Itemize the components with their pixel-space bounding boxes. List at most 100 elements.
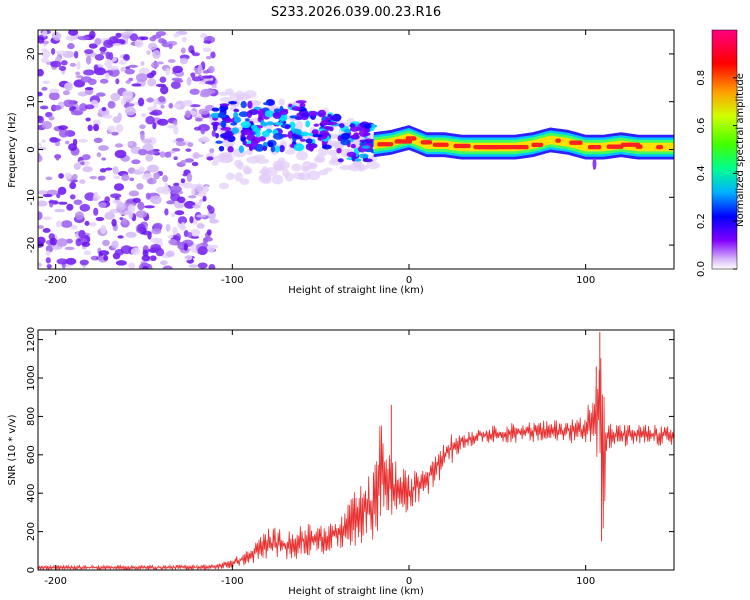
noise-blob <box>175 141 186 147</box>
transition-blob <box>273 108 280 113</box>
noise-blob <box>170 185 182 193</box>
transition-halo <box>366 161 380 170</box>
noise-blob <box>64 246 75 251</box>
transition-blob <box>240 121 251 129</box>
carrier-peak <box>656 144 664 150</box>
noise-blob <box>79 203 91 212</box>
transition-blob <box>308 132 314 136</box>
noise-blob <box>151 227 162 235</box>
noise-blob <box>38 142 42 147</box>
transition-blob <box>308 110 318 117</box>
noise-blob <box>45 250 51 256</box>
noise-blob <box>134 39 144 48</box>
transition-blob <box>257 108 265 117</box>
noise-blob <box>41 121 53 130</box>
noise-blob <box>140 61 145 66</box>
transition-blob <box>338 123 345 128</box>
transition-blob <box>261 130 270 138</box>
transition-blob <box>288 103 293 108</box>
transition-halo <box>224 88 234 95</box>
noise-blob <box>185 148 192 152</box>
colorbar-tick-label: 0.0 <box>696 261 707 277</box>
noise-blob <box>152 49 161 59</box>
noise-blob <box>142 249 149 257</box>
noise-blob <box>192 154 204 158</box>
transition-blob <box>358 153 369 159</box>
noise-blob <box>206 229 212 236</box>
noise-blob <box>85 117 91 122</box>
noise-blob <box>167 234 174 239</box>
colorbar-tick-label: 0.4 <box>696 165 707 181</box>
transition-blob <box>251 124 258 130</box>
noise-blob <box>191 161 199 167</box>
noise-blob <box>131 83 142 87</box>
noise-blob <box>38 68 44 77</box>
noise-blob <box>92 197 99 202</box>
noise-blob <box>76 61 81 70</box>
noise-blob <box>168 102 174 109</box>
colorbar-tick-label: 0.6 <box>696 118 707 134</box>
noise-blob <box>38 91 43 97</box>
noise-blob <box>191 76 202 82</box>
noise-blob <box>100 51 106 55</box>
noise-blob <box>192 204 201 209</box>
noise-blob <box>130 247 141 256</box>
transition-blob <box>248 108 259 116</box>
transition-blob <box>311 129 319 136</box>
noise-blob <box>201 75 213 79</box>
transition-blob <box>305 138 313 144</box>
noise-blob <box>146 177 157 185</box>
noise-blob <box>45 61 51 65</box>
noise-blob <box>121 218 128 225</box>
noise-blob <box>38 36 45 44</box>
transition-blob <box>272 111 282 120</box>
noise-blob <box>125 80 131 84</box>
figure-title: S233.2026.039.00.23.R16 <box>271 5 441 20</box>
noise-blob <box>56 258 68 265</box>
snr-frame <box>37 329 675 571</box>
noise-blob <box>190 72 196 78</box>
noise-blob <box>58 125 68 130</box>
noise-blob <box>146 72 155 79</box>
noise-blob <box>164 182 169 192</box>
transition-halo <box>306 170 321 181</box>
noise-blob <box>81 241 91 247</box>
transition-blob <box>301 112 310 118</box>
transition-blob <box>346 151 357 158</box>
noise-blob <box>45 111 53 118</box>
noise-blob <box>124 103 135 107</box>
noise-blob <box>191 187 196 196</box>
transition-blob <box>313 123 320 127</box>
transition-blob <box>267 141 274 148</box>
noise-blob <box>107 100 116 109</box>
noise-blob <box>48 200 59 204</box>
transition-blob <box>260 122 268 127</box>
transition-blob <box>279 116 288 121</box>
transition-halo <box>273 165 285 171</box>
noise-blob <box>104 211 115 220</box>
noise-blob <box>187 232 193 238</box>
transition-blob <box>312 134 323 138</box>
noise-blob <box>120 245 133 255</box>
transition-blob <box>300 131 310 137</box>
noise-blob <box>77 35 90 41</box>
noise-blob <box>140 113 147 118</box>
carrier-peak <box>606 144 624 149</box>
noise-blob <box>197 246 208 256</box>
noise-blob <box>206 204 212 211</box>
transition-halo <box>219 96 234 103</box>
noise-blob <box>45 257 51 264</box>
transition-blob <box>274 122 284 126</box>
noise-blob <box>207 65 215 74</box>
noise-blob <box>159 151 166 158</box>
noise-blob <box>203 89 216 95</box>
x-tick-label: 0 <box>406 275 412 286</box>
noise-blob <box>38 262 42 268</box>
transition-blob <box>243 129 254 136</box>
noise-blob <box>88 43 98 49</box>
transition-blob <box>262 145 268 152</box>
noise-blob <box>117 112 122 121</box>
noise-blob <box>111 218 117 227</box>
